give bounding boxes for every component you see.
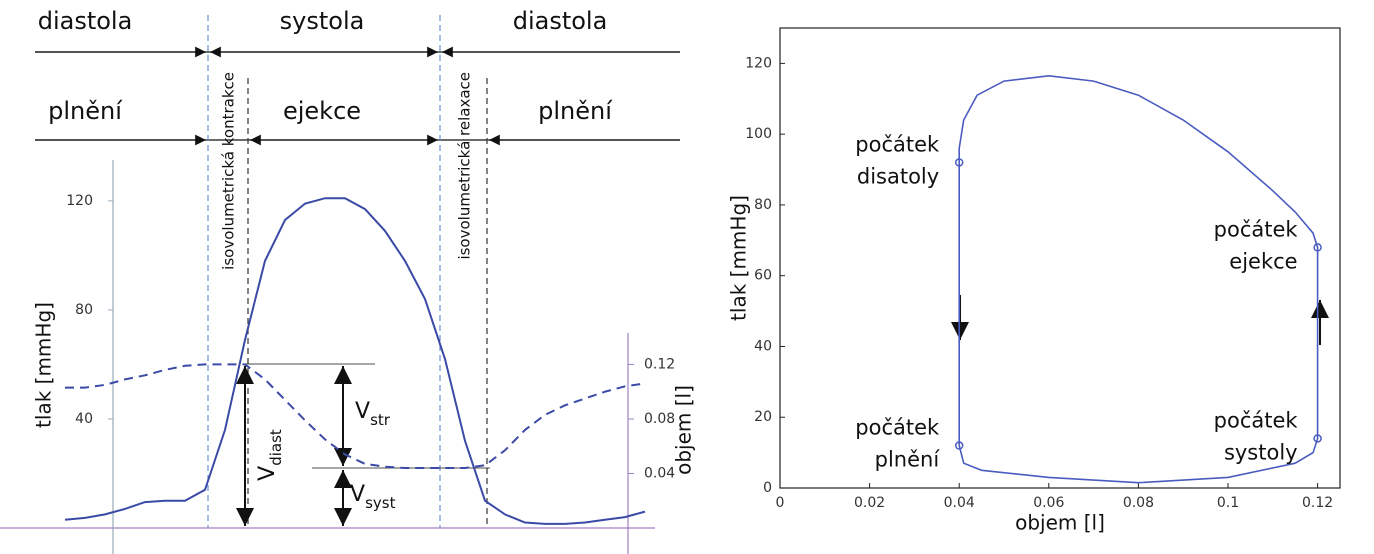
y-tick-label: 80 xyxy=(75,302,93,318)
left-layout xyxy=(0,15,680,554)
point-label: počátek xyxy=(855,132,940,156)
y2-tick-label: 0.08 xyxy=(644,411,675,427)
y-tick-label: 120 xyxy=(66,193,93,209)
point-label: počátek xyxy=(855,416,940,440)
x-tick-label: 0 xyxy=(776,495,785,511)
volume-subscript: diast xyxy=(267,429,285,466)
y-tick-label: 0 xyxy=(763,480,772,496)
phase-label: systola xyxy=(280,7,365,35)
y-tick-label: 40 xyxy=(75,411,93,427)
x-tick-label: 0.12 xyxy=(1302,495,1333,511)
volume-label: Vstr xyxy=(355,399,391,429)
vertical-label: isovolumetrická relaxace xyxy=(456,72,474,260)
y2-tick-label: 0.04 xyxy=(644,465,675,481)
y2-tick-label: 0.12 xyxy=(644,356,675,372)
point-marker xyxy=(1313,434,1322,443)
y-tick-label: 20 xyxy=(754,409,772,425)
x-axis-label: objem [l] xyxy=(1015,511,1105,535)
y-tick-label: 40 xyxy=(754,338,772,354)
volume-label: Vdiast xyxy=(255,429,285,481)
phase-label: diastola xyxy=(38,7,133,35)
y-tick-label: 60 xyxy=(754,268,772,284)
point-label: ejekce xyxy=(1229,249,1297,273)
x-tick-label: 0.06 xyxy=(1033,495,1064,511)
subphase-label: plnění xyxy=(48,97,123,125)
point-label: počátek xyxy=(1214,217,1299,241)
volume-label: Vsyst xyxy=(350,482,396,512)
y-tick-label: 80 xyxy=(754,197,772,213)
point-label: počátek xyxy=(1214,408,1299,432)
x-tick-label: 0.1 xyxy=(1217,495,1239,511)
plot-frame xyxy=(779,27,1341,489)
phase-label: diastola xyxy=(513,7,608,35)
volume-symbol: V xyxy=(255,466,280,481)
data-line xyxy=(65,363,646,469)
volume-subscript: syst xyxy=(365,494,396,512)
vertical-label: isovolumetrická kontrakce xyxy=(220,72,238,270)
volume-symbol: V xyxy=(350,482,365,507)
point-marker xyxy=(1313,243,1322,252)
subphase-label: plnění xyxy=(538,97,613,125)
y-axis-label: tlak [mmHg] xyxy=(32,302,56,428)
y-tick-label: 100 xyxy=(745,126,772,142)
volume-subscript: str xyxy=(370,411,391,429)
y-tick-label: 120 xyxy=(745,55,772,71)
x-tick-label: 0.04 xyxy=(944,495,975,511)
point-label: disatoly xyxy=(857,164,939,188)
data-line xyxy=(64,197,646,525)
point-label: plnění xyxy=(875,448,941,472)
y2-axis-label: objem [l] xyxy=(672,385,696,475)
pv-loop xyxy=(958,74,1319,484)
point-marker xyxy=(954,441,964,450)
point-marker xyxy=(954,158,964,167)
volume-symbol: V xyxy=(355,399,370,424)
y-axis-label: tlak [mmHg] xyxy=(727,195,751,321)
x-tick-label: 0.08 xyxy=(1123,495,1154,511)
x-tick-label: 0.02 xyxy=(854,495,885,511)
subphase-label: ejekce xyxy=(283,97,361,125)
point-label: systoly xyxy=(1224,440,1298,464)
